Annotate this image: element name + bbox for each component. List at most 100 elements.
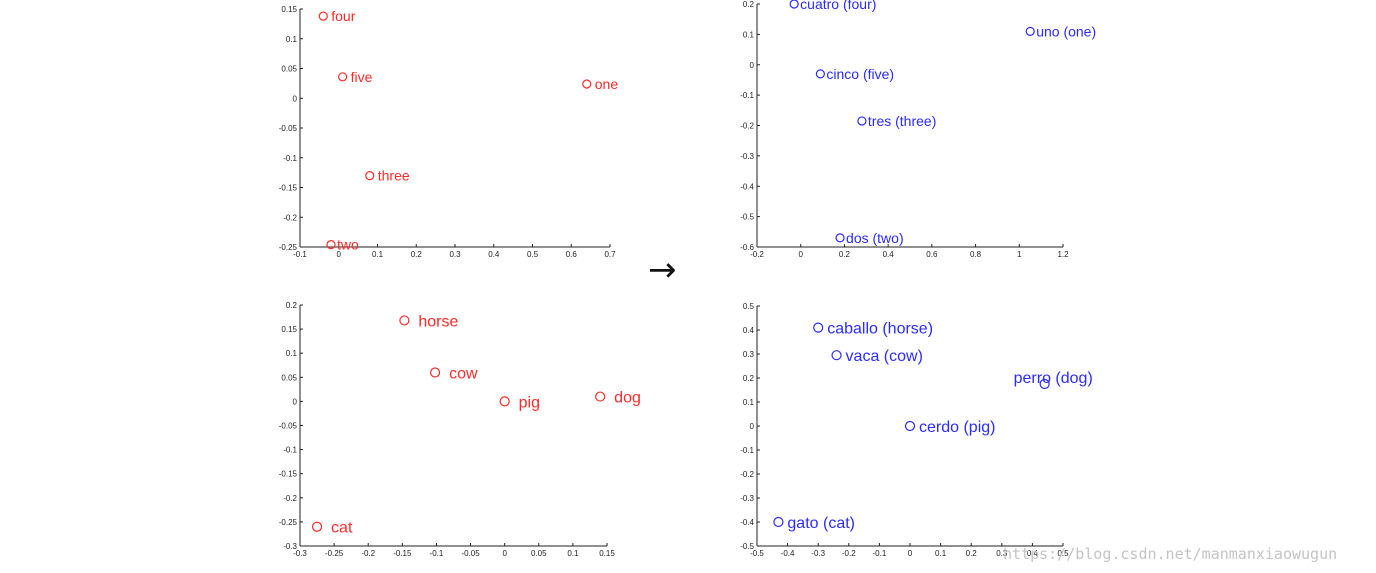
y-tick-label: -0.25	[279, 243, 298, 252]
y-tick-label: 0.3	[743, 350, 755, 359]
mapping-arrow: →	[648, 250, 677, 290]
y-tick-label: 0.4	[743, 326, 755, 335]
data-point-label: three	[378, 168, 410, 184]
x-tick-label: 0.4	[883, 250, 895, 259]
spanish-animals-plot: -0.5 -0.4 -0.3 -0.2 -0.1 0 0.1 0.2 0.3 0.4 0.5 -0.5…	[740, 302, 1093, 558]
y-tick-label: -0.15	[279, 184, 298, 193]
data-point-label: pig	[519, 394, 540, 411]
data-point-label: cat	[331, 520, 353, 537]
x-tick-label: 0.2	[966, 549, 978, 558]
x-tick-label: 0.6	[566, 250, 578, 259]
y-tick-label: 0.05	[281, 65, 297, 74]
data-point-marker	[326, 240, 336, 250]
data-point-marker	[338, 72, 348, 82]
data-point-marker	[835, 233, 845, 243]
y-tick-label: 0.1	[286, 349, 298, 358]
y-tick-label: 0.15	[281, 325, 297, 334]
x-tick-label: -0.3	[811, 549, 825, 558]
y-tick-label: -0.6	[740, 243, 754, 252]
y-tick-label: 0.2	[743, 374, 755, 383]
x-tick-label: 0	[502, 549, 507, 558]
x-tick-label: 0.3	[449, 250, 461, 259]
y-tick-label: -0.05	[279, 124, 298, 133]
data-point-label: dos (two)	[846, 230, 904, 246]
x-tick-label: 0.6	[926, 250, 938, 259]
x-tick-label: 0	[798, 250, 803, 259]
data-point-marker	[815, 69, 825, 79]
data-point-label: cerdo (pig)	[919, 419, 995, 436]
y-tick-label: -0.1	[283, 446, 297, 455]
x-tick-label: 0.5	[527, 250, 539, 259]
x-tick-label: 0.1	[372, 250, 384, 259]
x-tick-label: 0.15	[599, 549, 615, 558]
data-point-label: one	[595, 76, 619, 92]
data-point-label: tres (three)	[868, 113, 936, 129]
y-tick-label: -0.3	[740, 152, 754, 161]
x-tick-label: -0.2	[842, 549, 856, 558]
data-point-marker	[365, 171, 375, 181]
x-tick-label: 0.2	[839, 250, 851, 259]
x-tick-label: 0	[337, 250, 342, 259]
english-numbers-plot: -0.1 0 0.1 0.2 0.3 0.4 0.5 0.6 0.7 -0.25 -0.2 -0.15…	[279, 5, 619, 259]
y-tick-label: 0	[293, 397, 298, 406]
x-tick-label: 0.4	[1027, 549, 1039, 558]
y-tick-label: -0.3	[740, 494, 754, 503]
data-point-label: dog	[614, 390, 641, 407]
y-tick-label: 0.2	[743, 0, 755, 9]
y-tick-label: 0.1	[743, 30, 755, 39]
x-tick-label: 0.4	[488, 250, 500, 259]
x-tick-label: 0.3	[996, 549, 1008, 558]
data-point-label: cuatro (four)	[800, 0, 876, 12]
data-point-label: caballo (horse)	[827, 321, 933, 338]
x-tick-label: -0.4	[781, 549, 795, 558]
x-tick-label: -0.1	[430, 549, 444, 558]
x-tick-label: 0.2	[411, 250, 423, 259]
y-tick-label: -0.4	[740, 518, 754, 527]
y-tick-label: -0.3	[283, 542, 297, 551]
y-tick-label: 0	[750, 422, 755, 431]
x-tick-label: 1.2	[1057, 250, 1069, 259]
x-tick-label: 0.1	[567, 549, 579, 558]
y-tick-label: 0	[750, 61, 755, 70]
y-tick-label: 0.5	[743, 302, 755, 311]
data-point-label: two	[337, 237, 359, 253]
y-tick-label: -0.1	[283, 154, 297, 163]
y-tick-label: -0.4	[740, 182, 754, 191]
x-tick-label: 0.05	[531, 549, 547, 558]
data-point-label: horse	[418, 313, 458, 330]
y-tick-label: 0.2	[286, 301, 298, 310]
data-point-marker	[318, 11, 328, 21]
data-point-label: cow	[449, 365, 478, 382]
x-tick-label: -0.1	[293, 250, 307, 259]
x-tick-label: -0.15	[393, 549, 412, 558]
x-tick-label: -0.2	[361, 549, 375, 558]
data-point-marker	[831, 350, 842, 361]
x-tick-label: -0.3	[293, 549, 307, 558]
data-point-marker	[429, 367, 441, 378]
x-tick-label: 1	[1017, 250, 1022, 259]
y-tick-label: -0.5	[740, 213, 754, 222]
data-point-marker	[789, 0, 799, 9]
data-point-marker	[399, 315, 410, 326]
x-tick-label: -0.2	[750, 250, 764, 259]
data-point-marker	[773, 516, 784, 528]
x-tick-label: 0.1	[935, 549, 947, 558]
x-tick-label: -0.1	[873, 549, 887, 558]
data-point-marker	[595, 391, 606, 402]
y-tick-label: -0.25	[279, 518, 298, 527]
x-tick-label: -0.25	[325, 549, 344, 558]
watermark-text: https://blog.csdn.net/manmanxiaowugun	[1003, 545, 1337, 563]
data-point-marker	[499, 396, 510, 407]
data-point-label: perro (dog)	[1014, 370, 1093, 387]
y-tick-label: 0.15	[281, 5, 297, 14]
y-tick-label: -0.15	[279, 470, 298, 479]
english-animals-plot: -0.3 -0.25 -0.2 -0.15 -0.1 -0.05 0 0.05 0.1 0.15 -…	[279, 301, 641, 558]
data-point-label: vaca (cow)	[846, 348, 923, 365]
y-tick-label: 0.1	[286, 35, 298, 44]
x-tick-label: 0.5	[1057, 549, 1069, 558]
y-tick-label: -0.05	[279, 422, 298, 431]
y-tick-label: -0.2	[283, 213, 297, 222]
data-point-label: uno (one)	[1036, 23, 1096, 39]
x-tick-label: 0.7	[604, 250, 616, 259]
